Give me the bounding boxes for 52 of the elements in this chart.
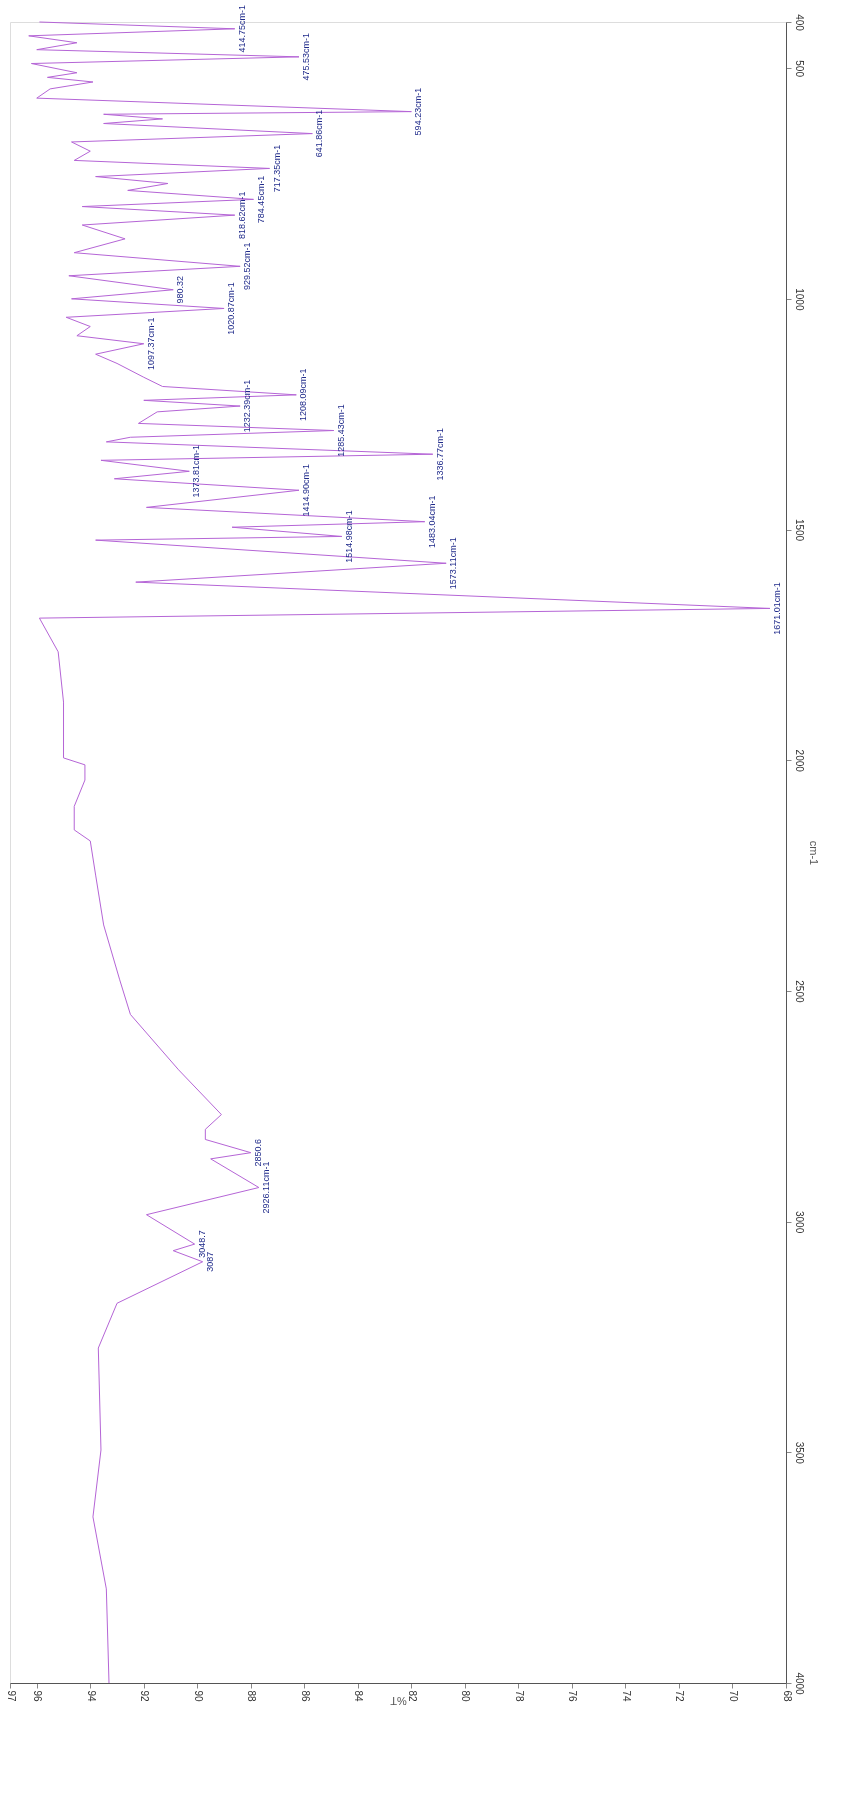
annotation: 2926.11cm-1 (260, 1161, 271, 1214)
x-tick-label: 97 (5, 1690, 17, 1703)
annotation: 1671.01cm-1 (771, 582, 782, 635)
y-tick-label: 2500 (793, 980, 805, 1003)
x-tick-label: 78 (513, 1690, 525, 1703)
y-tick-label: 1000 (793, 288, 805, 311)
annotation: 1573.11cm-1 (448, 537, 459, 590)
y-tick-label: 1500 (793, 518, 805, 542)
annotation: 818.62cm-1 (236, 191, 247, 239)
x-tick-label: 92 (139, 1690, 151, 1703)
y-tick-label: 3000 (793, 1210, 805, 1234)
x-tick-label: 90 (192, 1690, 204, 1703)
y-axis-title: cm-1 (807, 840, 820, 866)
x-tick-label: 74 (620, 1690, 632, 1703)
y-tick-label: 500 (793, 60, 805, 78)
annotation: 1514.98cm-1 (343, 510, 354, 563)
x-tick-label: 70 (727, 1690, 739, 1703)
annotation: 3048.7 (196, 1230, 207, 1258)
x-tick-label: 96 (32, 1690, 44, 1703)
x-tick-label: 80 (460, 1690, 472, 1703)
annotation: 1483.04cm-1 (426, 495, 437, 548)
y-tick-label: 2000 (793, 749, 805, 773)
annotation: 2850.6 (252, 1138, 263, 1167)
annotation: 641.86cm-1 (314, 109, 325, 158)
annotation: 1373.81cm-1 (191, 445, 202, 498)
x-tick-label: 84 (353, 1690, 365, 1703)
annotation: 1414.90cm-1 (300, 463, 311, 517)
y-tick-label: 4000 (793, 1672, 805, 1696)
annotation: 594.23cm-1 (413, 87, 424, 136)
x-tick-label: 82 (406, 1690, 418, 1703)
annotation: 929.52cm-1 (242, 242, 253, 291)
annotation: 1232.39cm-1 (242, 379, 253, 433)
x-tick-label: 72 (674, 1690, 686, 1703)
annotation: 1336.77cm-1 (434, 427, 445, 481)
annotation: 784.45cm-1 (255, 175, 266, 224)
annotation: 1285.43cm-1 (335, 404, 346, 457)
y-tick-label: 400 (793, 14, 805, 32)
x-tick-label: 76 (567, 1690, 579, 1703)
x-axis-title: %T (389, 1694, 407, 1707)
annotation: 475.53cm-1 (300, 33, 311, 81)
annotation: 980.32 (175, 275, 186, 304)
y-tick-label: 3500 (793, 1441, 805, 1465)
x-tick-label: 86 (299, 1690, 311, 1703)
annotation: 1208.09cm-1 (298, 368, 309, 422)
annotation: 1020.87cm-1 (226, 282, 237, 335)
x-tick-label: 88 (246, 1690, 258, 1703)
annotation: 3087 (204, 1251, 215, 1272)
annotation: 1097.37cm-1 (145, 317, 156, 371)
annotation: 414.75cm-1 (236, 5, 247, 53)
x-tick-label: 94 (85, 1690, 97, 1703)
x-tick-label: 68 (781, 1690, 793, 1703)
annotation: 717.35cm-1 (271, 144, 282, 193)
